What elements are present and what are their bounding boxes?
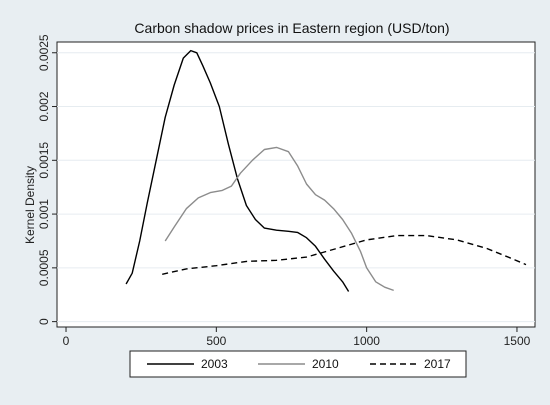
x-tick-label: 1000 [353,334,380,348]
series-line-2010 [164,146,394,292]
series-line-2017 [162,234,527,275]
y-tick-label: 0 [37,318,51,325]
series-lines [125,49,527,292]
y-tick-label: 0.0005 [37,249,51,286]
y-tick-label: 0.0015 [37,142,51,179]
chart-title: Carbon shadow prices in Eastern region (… [134,20,449,36]
y-tick-label: 0.0025 [37,34,51,71]
y-axis-label: Kernel Density [23,166,37,244]
legend-label-2010: 2010 [312,357,339,371]
plot-area [56,41,536,328]
y-axis: 0 0.0005 0.001 0.0015 0.002 0.0025 [37,34,57,325]
y-tick-label: 0.001 [37,199,51,229]
x-tick-label: 0 [63,334,70,348]
x-tick-label: 1500 [504,334,531,348]
y-tick-label: 0.002 [37,91,51,121]
grid-lines [57,52,535,323]
legend-label-2017: 2017 [424,357,451,371]
legend-label-2003: 2003 [201,357,228,371]
legend: 2003 2010 2017 [147,357,451,371]
x-axis: 0 500 1000 1500 [63,327,531,348]
x-tick-label: 500 [206,334,226,348]
series-line-2003 [125,49,350,292]
